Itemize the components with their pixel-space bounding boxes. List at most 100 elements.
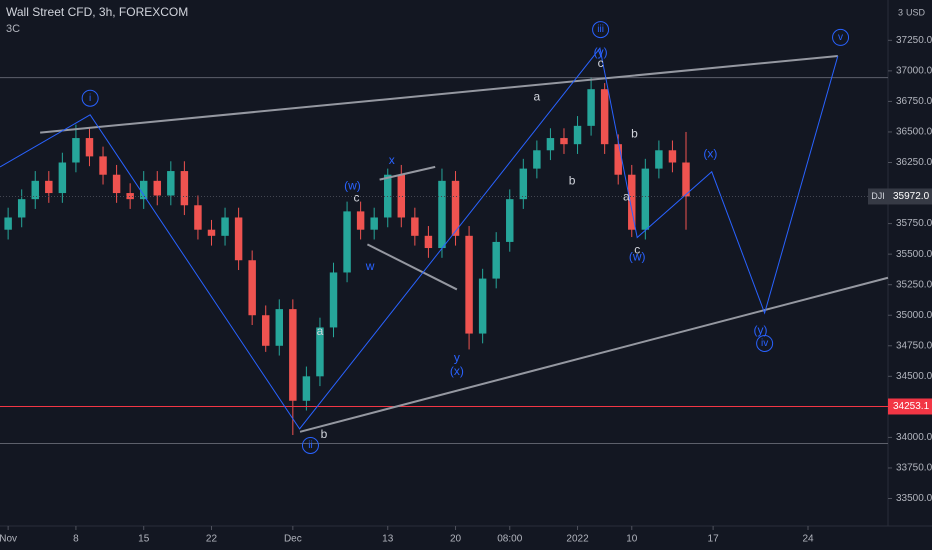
candle-body (234, 217, 243, 261)
wave-label: (x) (703, 146, 717, 160)
candle-body (329, 272, 338, 328)
wave-label: y (454, 350, 460, 364)
candle-body (112, 174, 121, 194)
wave-label: x (389, 153, 395, 167)
wave-label: i (89, 93, 91, 104)
y-tick-label: 33500.0 (896, 493, 932, 504)
candle-body (289, 309, 297, 401)
price-tag (888, 398, 932, 415)
candle-body (600, 89, 609, 145)
x-tick-label: 2022 (566, 534, 589, 545)
y-tick-label: 36750.0 (896, 96, 932, 107)
y-tick-label: 35250.0 (896, 279, 932, 290)
wave-label: (y) (754, 323, 768, 337)
wave-circle (81, 89, 99, 107)
chart-title: Wall Street CFD, 3h, FOREXCOM (6, 5, 188, 19)
axis-unit: USD (906, 7, 926, 17)
wave-label: b (569, 174, 576, 188)
candle-body (465, 235, 473, 334)
candle-body (478, 278, 487, 334)
candle-body (45, 180, 53, 194)
candle-body (207, 229, 216, 236)
wave-circle (756, 334, 774, 352)
x-tick-label: 08:00 (497, 534, 522, 545)
x-tick-label: 22 (206, 534, 218, 545)
candle-body (167, 171, 175, 196)
wave-circle (592, 21, 610, 39)
candle-body (492, 241, 500, 279)
wave-label: c (598, 56, 604, 70)
candle-body (4, 217, 12, 230)
candle-body (519, 168, 528, 200)
drawing-line (0, 46, 839, 430)
y-tick-label: 35500.0 (896, 249, 932, 260)
y-tick-label: 35000.0 (896, 310, 932, 321)
drawing-line (379, 165, 436, 181)
candle-body (655, 150, 663, 169)
wave-label: iv (761, 338, 768, 349)
candle-body (424, 235, 433, 249)
wave-label: iii (597, 24, 604, 35)
axis-prefix: 3 (898, 7, 903, 17)
last-price-symbol: DJI (871, 191, 885, 201)
candle-body (438, 180, 446, 249)
x-tick-label: 24 (802, 534, 814, 545)
wave-label: a (534, 89, 541, 103)
last-price-symbol-box (868, 188, 888, 205)
y-tick-label: 34000.0 (896, 432, 932, 443)
candle-body (628, 174, 636, 230)
candle-body (506, 199, 514, 242)
candle-body (261, 315, 270, 346)
x-tick-label: 10 (626, 534, 638, 545)
wave-label: ii (308, 440, 312, 451)
x-tick-label: 17 (708, 534, 720, 545)
candle-body (153, 180, 161, 196)
x-tick-label: 8 (73, 534, 79, 545)
wave-label: a (623, 189, 630, 203)
wave-label: (x) (450, 364, 464, 378)
candle-body (356, 211, 365, 230)
y-tick-label: 34750.0 (896, 340, 932, 351)
candle-body (139, 180, 148, 200)
price-tag-label: 34253.1 (893, 401, 930, 412)
candle-body (302, 376, 311, 401)
candle-body (614, 144, 622, 175)
wave-label: a (317, 324, 324, 338)
candle-body (533, 150, 541, 169)
wave-label: (w) (629, 249, 646, 263)
wave-label: w (365, 259, 375, 273)
candle-body (573, 125, 582, 145)
wave-circle (301, 436, 319, 454)
candle-body (248, 260, 256, 316)
wave-label: c (634, 242, 640, 256)
drawing-line (40, 54, 838, 134)
candle-body (451, 180, 460, 236)
candle-body (370, 217, 378, 230)
wave-circle (832, 28, 850, 46)
wave-label: (y) (594, 45, 608, 59)
x-tick-label: 13 (382, 534, 394, 545)
x-tick-label: 20 (450, 534, 462, 545)
candle-body (411, 217, 419, 236)
candle-body (397, 174, 406, 218)
wave-label: b (321, 427, 328, 441)
candle-body (194, 205, 202, 230)
candle-body (343, 211, 351, 273)
y-tick-label: 35750.0 (896, 218, 932, 229)
candle-body (31, 180, 39, 200)
candle-body (275, 309, 284, 346)
candle-body (85, 138, 94, 157)
candle-body (560, 138, 568, 145)
plot-area (4, 76, 690, 435)
candle-body (72, 138, 80, 163)
wave-label: v (838, 32, 843, 43)
x-tick-label: 15 (138, 534, 150, 545)
drawing-line (299, 276, 889, 433)
candle-body (587, 89, 595, 126)
y-tick-label: 36500.0 (896, 127, 932, 138)
candle-body (668, 150, 677, 163)
y-tick-label: 37000.0 (896, 66, 932, 77)
y-tick-label: 34500.0 (896, 371, 932, 382)
wave-label: (w) (344, 179, 361, 193)
